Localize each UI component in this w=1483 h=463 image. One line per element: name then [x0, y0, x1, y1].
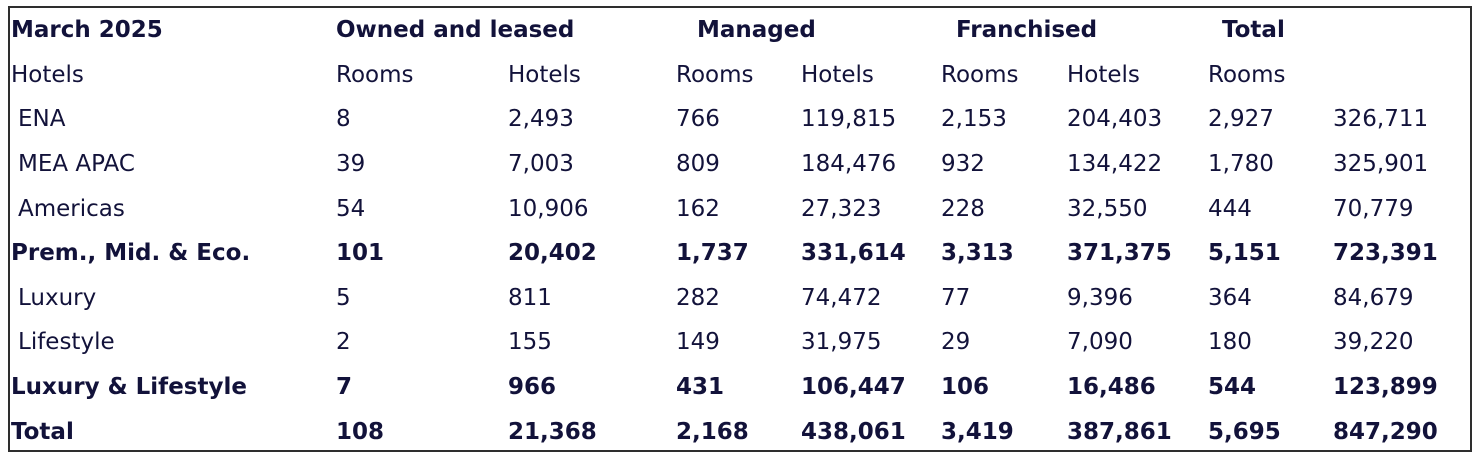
table-cell: 325,901	[1333, 151, 1429, 178]
table-cell: 101	[336, 240, 385, 267]
table-cell: 32,550	[1067, 195, 1148, 222]
table-cell: 5,151	[1208, 240, 1281, 267]
table-cell: 134,422	[1067, 151, 1163, 178]
table-cell: 438,061	[801, 418, 906, 445]
header-row: March 2025 Owned and leased Managed Fran…	[11, 8, 1461, 53]
table-cell: 5,695	[1208, 418, 1281, 445]
table-cell: 228	[941, 195, 985, 222]
table-cell: 184,476	[801, 151, 897, 178]
table-cell: 180	[1208, 329, 1252, 356]
table-cell: 371,375	[1067, 240, 1172, 267]
subheader-cell: Rooms	[941, 61, 1019, 88]
table-cell: 2	[336, 329, 351, 356]
row-label: MEA APAC	[18, 151, 135, 178]
subheader-cell-empty	[1333, 53, 1461, 98]
table-cell: 21,368	[508, 418, 597, 445]
subheader-cell: Hotels	[11, 61, 84, 88]
table-cell: 387,861	[1067, 418, 1172, 445]
table-cell: 106,447	[801, 374, 906, 401]
table-cell: 10,906	[508, 195, 589, 222]
table-cell: 54	[336, 195, 366, 222]
table-cell: 106	[941, 374, 990, 401]
table-cell: 204,403	[1067, 106, 1163, 133]
table-cell: 5	[336, 284, 351, 311]
table-cell: 74,472	[801, 284, 882, 311]
table-cell: 162	[676, 195, 720, 222]
subheader-cell: Hotels	[1067, 61, 1140, 88]
row-label: ENA	[18, 106, 66, 133]
table-row: Total 108 21,368 2,168 438,061 3,419 387,861 5,…	[11, 409, 1461, 454]
row-label: Total	[11, 418, 74, 445]
subheader-cell: Hotels	[508, 61, 581, 88]
group-header-franchised: Franchised	[956, 17, 1098, 44]
table-cell: 331,614	[801, 240, 906, 267]
table-cell: 77	[941, 284, 971, 311]
subheader-cell: Rooms	[336, 61, 414, 88]
table-cell: 149	[676, 329, 720, 356]
table-cell: 155	[508, 329, 552, 356]
table-cell: 766	[676, 106, 720, 133]
subheader-cell: Hotels	[801, 61, 874, 88]
table-row: ENA 8 2,493 766 119,815 2,153 204,403 2,927 326,…	[11, 97, 1461, 142]
table-cell: 809	[676, 151, 720, 178]
group-header-managed: Managed	[697, 17, 816, 44]
row-label: Luxury	[18, 284, 97, 311]
table-cell: 2,927	[1208, 106, 1274, 133]
table-cell: 2,168	[676, 418, 749, 445]
table-cell: 326,711	[1333, 106, 1429, 133]
table-cell: 444	[1208, 195, 1252, 222]
row-label: Lifestyle	[18, 329, 115, 356]
table-cell: 932	[941, 151, 985, 178]
table-cell: 2,493	[508, 106, 574, 133]
table-cell: 8	[336, 106, 351, 133]
group-header-owned-leased: Owned and leased	[336, 17, 575, 44]
table-cell: 84,679	[1333, 284, 1414, 311]
table-cell: 123,899	[1333, 374, 1438, 401]
subheader-row: Hotels Rooms Hotels Rooms Hotels Rooms H…	[11, 53, 1461, 98]
row-label: Prem., Mid. & Eco.	[11, 240, 251, 267]
table-cell: 544	[1208, 374, 1257, 401]
table-cell: 1,780	[1208, 151, 1274, 178]
table-cell: 7,090	[1067, 329, 1133, 356]
table-cell: 29	[941, 329, 971, 356]
table-cell: 119,815	[801, 106, 897, 133]
table-cell: 966	[508, 374, 557, 401]
row-label: Americas	[18, 195, 125, 222]
table-cell: 2,153	[941, 106, 1007, 133]
table-row: Prem., Mid. & Eco. 101 20,402 1,737 331,614 3…	[11, 231, 1461, 276]
table-row: Luxury & Lifestyle 7 966 431 106,447 106 16,48…	[11, 365, 1461, 410]
subheader-cell: Rooms	[1208, 61, 1286, 88]
table-cell: 16,486	[1067, 374, 1156, 401]
table-cell: 39,220	[1333, 329, 1414, 356]
table-cell: 723,391	[1333, 240, 1438, 267]
table-cell: 3,419	[941, 418, 1014, 445]
table-cell: 3,313	[941, 240, 1014, 267]
table-cell: 31,975	[801, 329, 882, 356]
table-cell: 811	[508, 284, 552, 311]
table-cell: 282	[676, 284, 720, 311]
table-cell: 1,737	[676, 240, 749, 267]
table-cell: 108	[336, 418, 385, 445]
table-row: Americas 54 10,906 162 27,323 228 32,550 444 70,…	[11, 186, 1461, 231]
table-cell: 7,003	[508, 151, 574, 178]
table-cell: 847,290	[1333, 418, 1438, 445]
table-cell: 20,402	[508, 240, 597, 267]
hotel-portfolio-table: March 2025 Owned and leased Managed Fran…	[11, 8, 1461, 454]
table-row: Luxury 5 811 282 74,472 77 9,396 364 84,679	[11, 276, 1461, 321]
table-row: MEA APAC 39 7,003 809 184,476 932 134,422 1,780…	[11, 142, 1461, 187]
table-cell: 364	[1208, 284, 1252, 311]
table-cell: 27,323	[801, 195, 882, 222]
table-cell: 431	[676, 374, 725, 401]
table-frame	[8, 6, 1472, 452]
table-row: Lifestyle 2 155 149 31,975 29 7,090 180 39,220	[11, 320, 1461, 365]
table-cell: 70,779	[1333, 195, 1414, 222]
table-cell: 7	[336, 374, 353, 401]
period-header: March 2025	[11, 17, 163, 44]
group-header-total: Total	[1222, 17, 1285, 44]
table-cell: 39	[336, 151, 366, 178]
row-label: Luxury & Lifestyle	[11, 374, 247, 401]
subheader-cell: Rooms	[676, 61, 754, 88]
table-cell: 9,396	[1067, 284, 1133, 311]
